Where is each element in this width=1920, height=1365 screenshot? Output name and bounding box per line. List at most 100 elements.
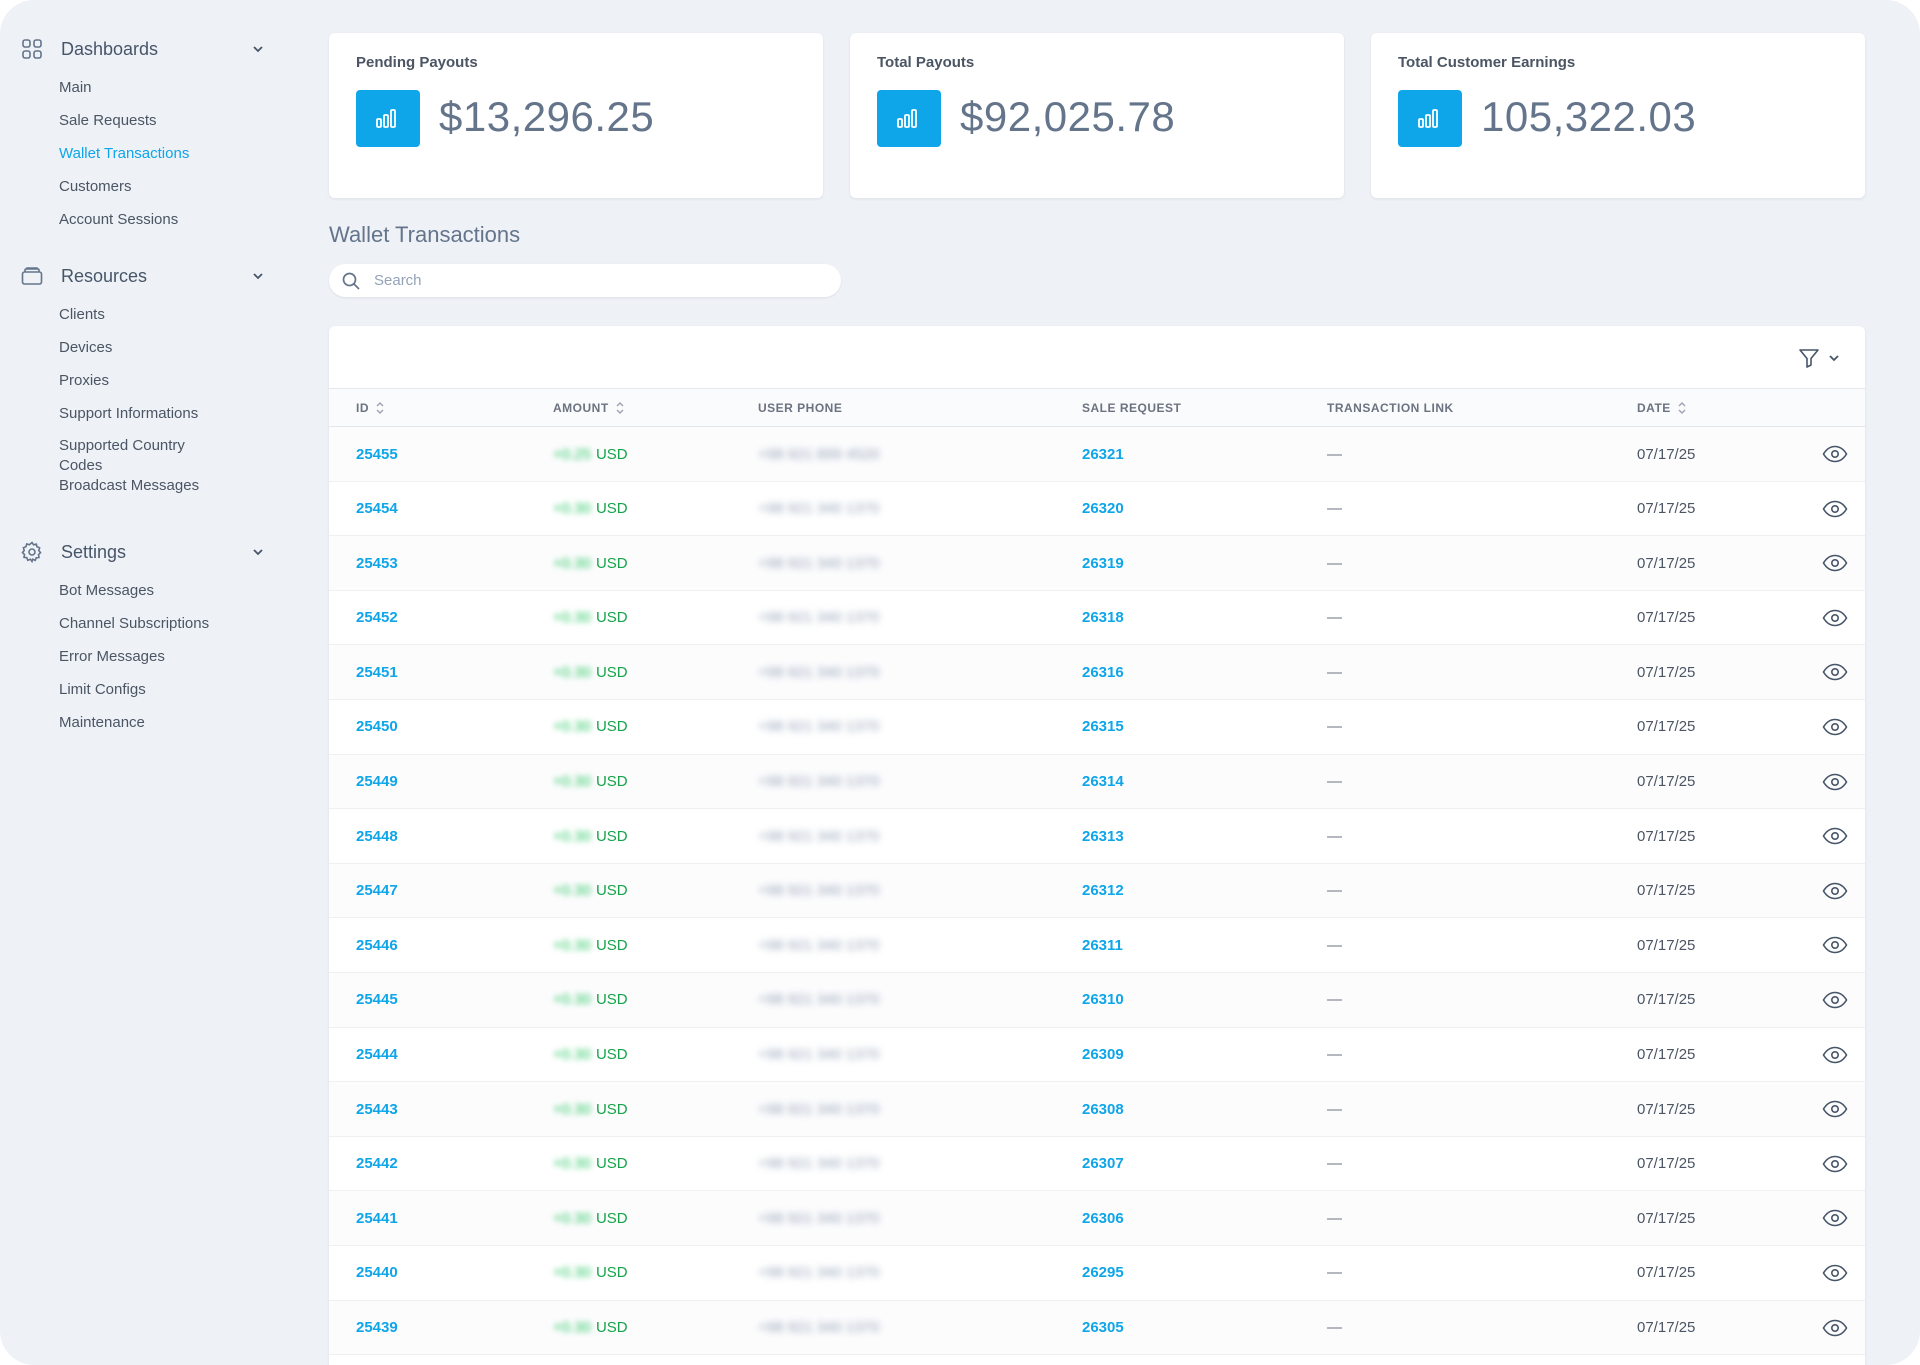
eye-icon[interactable]: [1822, 1246, 1848, 1300]
column-header-date[interactable]: DATE: [1637, 389, 1687, 426]
amount-currency: USD: [595, 1319, 628, 1336]
eye-icon[interactable]: [1822, 1082, 1848, 1136]
date-value: 07/17/25: [1637, 1100, 1696, 1118]
sidebar-item-channel-subscriptions[interactable]: Channel Subscriptions: [59, 615, 210, 632]
column-header-id[interactable]: ID: [356, 389, 385, 426]
sale-request-link[interactable]: 26310: [1082, 991, 1124, 1009]
sidebar-item-devices[interactable]: Devices: [59, 339, 113, 356]
column-header-amount[interactable]: AMOUNT: [553, 389, 625, 426]
eye-icon[interactable]: [1822, 591, 1848, 645]
transaction-id-link[interactable]: 25446: [356, 936, 398, 954]
sale-request-link[interactable]: 26295: [1082, 1264, 1124, 1282]
chevron-down-icon[interactable]: [248, 266, 268, 286]
sidebar-item-support-informations[interactable]: Support Informations: [59, 405, 199, 422]
eye-icon[interactable]: [1822, 918, 1848, 972]
eye-icon[interactable]: [1822, 864, 1848, 918]
user-phone-value: +98 921 899 4520: [758, 445, 880, 463]
sale-request-link[interactable]: 26307: [1082, 1155, 1124, 1173]
nav-group-header-resources[interactable]: Resources: [18, 260, 263, 292]
sidebar-item-limit-configs[interactable]: Limit Configs: [59, 681, 146, 698]
sidebar-item-bot-messages[interactable]: Bot Messages: [59, 582, 155, 599]
column-label: DATE: [1637, 400, 1671, 415]
sort-icon[interactable]: [1677, 400, 1687, 416]
sale-request-link[interactable]: 26306: [1082, 1209, 1124, 1227]
transaction-link-value: —: [1327, 663, 1342, 681]
sale-request-link[interactable]: 26309: [1082, 1046, 1124, 1064]
transaction-id-link[interactable]: 25440: [356, 1264, 398, 1282]
amount-cell: +0.25 USD: [553, 427, 628, 481]
sale-request-link[interactable]: 26318: [1082, 609, 1124, 627]
sidebar-item-proxies[interactable]: Proxies: [59, 372, 110, 389]
sort-icon[interactable]: [375, 400, 385, 416]
date-value: 07/17/25: [1637, 1264, 1696, 1282]
sale-request-link[interactable]: 26308: [1082, 1100, 1124, 1118]
transaction-id-link[interactable]: 25454: [356, 500, 398, 518]
eye-icon[interactable]: [1822, 755, 1848, 809]
eye-icon[interactable]: [1822, 1137, 1848, 1191]
sale-request-link[interactable]: 26316: [1082, 663, 1124, 681]
transaction-id-link[interactable]: 25449: [356, 773, 398, 791]
eye-icon[interactable]: [1822, 536, 1848, 590]
transaction-id-link[interactable]: 25442: [356, 1155, 398, 1173]
amount-value: +0.30: [553, 1046, 591, 1064]
amount-currency: USD: [595, 1046, 628, 1064]
nav-group-resources: Resources Clients Devices Proxies Suppor…: [18, 260, 263, 502]
sale-request-link[interactable]: 26305: [1082, 1319, 1124, 1336]
eye-icon[interactable]: [1822, 1301, 1848, 1355]
transaction-id-link[interactable]: 25455: [356, 445, 398, 463]
transaction-id-link[interactable]: 25447: [356, 882, 398, 900]
amount-value: +0.30: [553, 1264, 591, 1282]
eye-icon[interactable]: [1822, 427, 1848, 481]
eye-icon[interactable]: [1822, 700, 1848, 754]
sidebar-item-account-sessions[interactable]: Account Sessions: [59, 211, 179, 228]
chevron-down-icon[interactable]: [248, 39, 268, 59]
sidebar-item-error-messages[interactable]: Error Messages: [59, 648, 165, 665]
sale-request-link[interactable]: 26311: [1082, 936, 1123, 954]
eye-icon[interactable]: [1822, 1028, 1848, 1082]
transaction-id-link[interactable]: 25451: [356, 663, 398, 681]
nav-group-header-settings[interactable]: Settings: [18, 536, 263, 568]
eye-icon[interactable]: [1822, 1191, 1848, 1245]
sidebar-item-sale-requests[interactable]: Sale Requests: [59, 112, 157, 129]
transaction-id-link[interactable]: 25445: [356, 991, 398, 1009]
filter-button[interactable]: [1797, 346, 1841, 375]
sidebar-item-maintenance[interactable]: Maintenance: [59, 714, 145, 731]
sale-request-link[interactable]: 26319: [1082, 554, 1124, 572]
search-input[interactable]: [374, 272, 814, 289]
sidebar-item-supported-country-codes[interactable]: Supported Country Codes: [59, 437, 185, 474]
transaction-id-link[interactable]: 25453: [356, 554, 398, 572]
transaction-id-link[interactable]: 25444: [356, 1046, 398, 1064]
sidebar-item-main[interactable]: Main: [59, 79, 92, 96]
sidebar-item-broadcast-messages[interactable]: Broadcast Messages: [59, 477, 200, 494]
column-label: USER PHONE: [758, 400, 843, 415]
table-row: 25455 +0.25 USD +98 921 899 4520 26321 —…: [329, 427, 1865, 482]
chevron-down-icon[interactable]: [248, 542, 268, 562]
amount-value: +0.30: [553, 936, 591, 954]
transaction-id-link[interactable]: 25439: [356, 1319, 398, 1336]
transaction-id-link[interactable]: 25452: [356, 609, 398, 627]
amount-cell: +0.30 USD: [553, 755, 628, 809]
amount-cell: +0.30 USD: [553, 536, 628, 590]
transaction-id-link[interactable]: 25441: [356, 1209, 398, 1227]
sale-request-link[interactable]: 26321: [1082, 445, 1124, 463]
sort-icon[interactable]: [615, 400, 625, 416]
sale-request-link[interactable]: 26314: [1082, 773, 1124, 791]
eye-icon[interactable]: [1822, 482, 1848, 536]
transaction-id-link[interactable]: 25450: [356, 718, 398, 736]
eye-icon[interactable]: [1822, 809, 1848, 863]
amount-value: +0.25: [553, 445, 591, 463]
sidebar-item-customers[interactable]: Customers: [59, 178, 132, 195]
sidebar-item-wallet-transactions[interactable]: Wallet Transactions: [59, 145, 190, 162]
archive-box-icon: [18, 262, 46, 290]
transaction-id-link[interactable]: 25448: [356, 827, 398, 845]
transaction-id-link[interactable]: 25443: [356, 1100, 398, 1118]
sale-request-link[interactable]: 26315: [1082, 718, 1124, 736]
sale-request-link[interactable]: 26320: [1082, 500, 1124, 518]
sale-request-link[interactable]: 26312: [1082, 882, 1124, 900]
eye-icon[interactable]: [1822, 973, 1848, 1027]
sidebar-item-clients[interactable]: Clients: [59, 306, 105, 323]
nav-group-header-dashboards[interactable]: Dashboards: [18, 33, 263, 65]
sale-request-link[interactable]: 26313: [1082, 827, 1124, 845]
eye-icon[interactable]: [1822, 645, 1848, 699]
